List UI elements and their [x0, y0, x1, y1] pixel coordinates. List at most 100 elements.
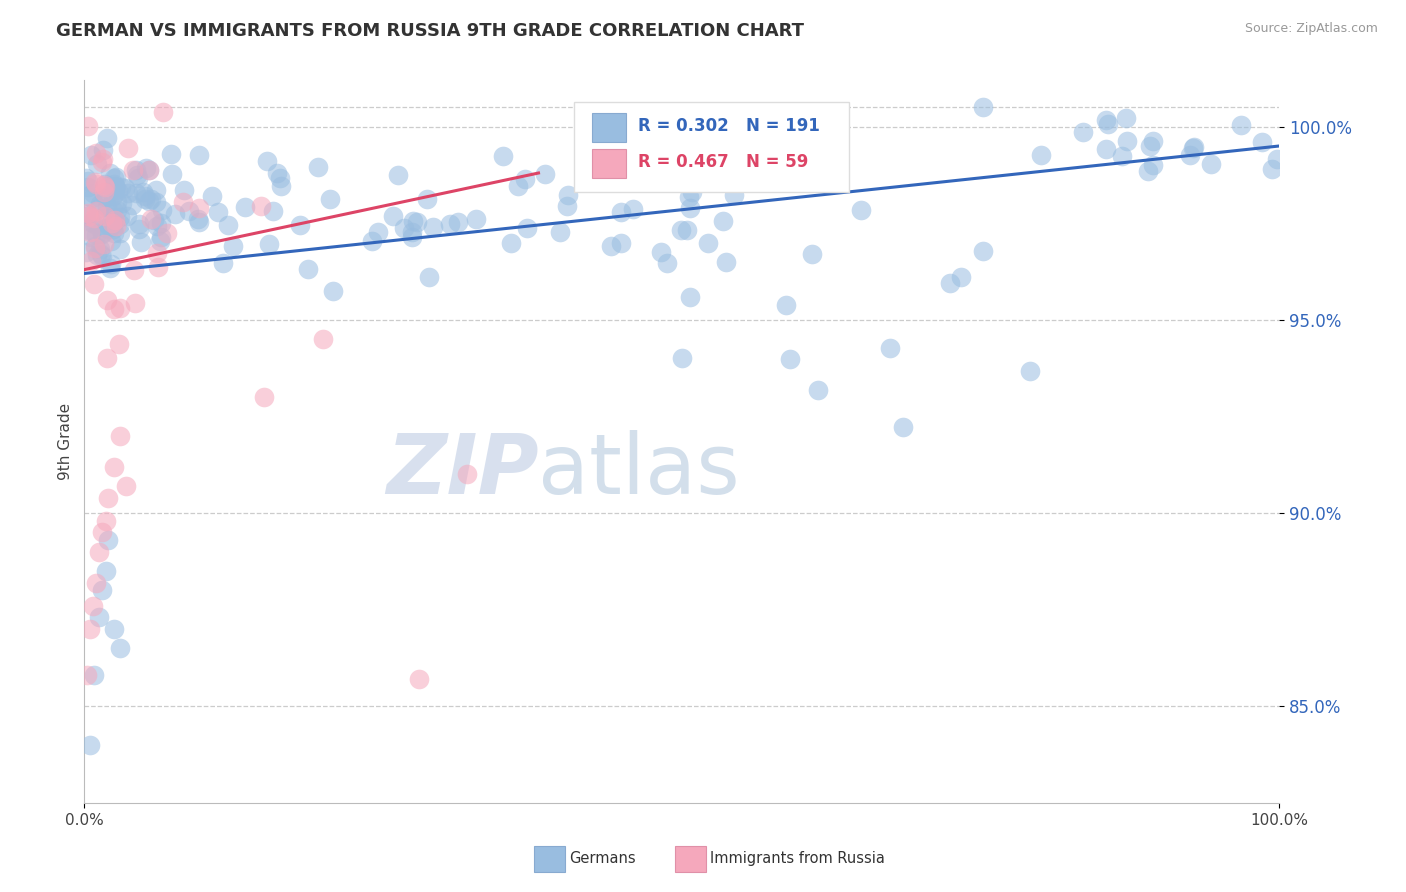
Point — [321, 285, 343, 299]
Point — [555, 199, 578, 213]
Point — [127, 168, 149, 182]
Point — [422, 220, 444, 235]
Point — [711, 214, 734, 228]
Point — [97, 491, 120, 505]
Point — [548, 225, 571, 239]
Point — [250, 199, 273, 213]
Point — [91, 143, 114, 157]
Point — [696, 235, 718, 250]
Text: Immigrants from Russia: Immigrants from Russia — [710, 852, 884, 866]
Point — [89, 196, 111, 211]
Point — [100, 234, 122, 248]
Point — [89, 242, 111, 256]
Point — [610, 236, 633, 251]
Point — [76, 209, 98, 223]
Point — [682, 185, 704, 199]
Point — [83, 211, 105, 226]
Point — [91, 226, 114, 240]
Point — [110, 429, 132, 443]
Point — [402, 214, 425, 228]
Point — [84, 175, 107, 189]
Point — [98, 261, 121, 276]
Point — [86, 248, 108, 262]
Text: Source: ZipAtlas.com: Source: ZipAtlas.com — [1244, 22, 1378, 36]
Point — [513, 172, 536, 186]
Point — [131, 235, 153, 250]
Point — [392, 221, 415, 235]
Point — [1136, 163, 1159, 178]
Point — [90, 247, 112, 261]
Point — [93, 185, 115, 199]
Point — [87, 610, 110, 624]
Point — [610, 205, 633, 219]
Text: R = 0.467   N = 59: R = 0.467 N = 59 — [638, 153, 808, 171]
Point — [257, 236, 280, 251]
Point — [416, 192, 439, 206]
Point — [75, 245, 97, 260]
Point — [775, 298, 797, 312]
Bar — [592, 112, 626, 142]
Point — [152, 105, 174, 120]
Point — [156, 227, 179, 241]
Point — [655, 256, 678, 270]
Point — [77, 210, 100, 224]
Point — [93, 152, 115, 166]
Point — [807, 383, 830, 397]
Point — [76, 119, 98, 133]
Point — [145, 219, 167, 233]
Point — [779, 352, 801, 367]
Point — [307, 160, 329, 174]
Point — [124, 263, 146, 277]
Text: atlas: atlas — [538, 430, 740, 511]
Point — [149, 234, 172, 248]
Point — [269, 171, 291, 186]
Point — [262, 204, 284, 219]
Point — [501, 236, 523, 251]
Point — [621, 202, 644, 216]
FancyBboxPatch shape — [575, 102, 849, 193]
Point — [1095, 113, 1118, 128]
Point — [94, 180, 117, 194]
Point — [145, 183, 167, 197]
Point — [83, 217, 105, 231]
Point — [1115, 134, 1137, 148]
Point — [207, 204, 229, 219]
Point — [1184, 140, 1206, 154]
Point — [972, 100, 994, 114]
Point — [125, 163, 148, 178]
Point — [94, 514, 117, 528]
Text: ZIP: ZIP — [385, 430, 538, 511]
Point — [101, 210, 124, 224]
Point — [108, 217, 131, 231]
Point — [115, 479, 138, 493]
Point — [117, 186, 139, 200]
Point — [75, 189, 97, 203]
Point — [94, 210, 117, 224]
Point — [104, 214, 127, 228]
Point — [91, 249, 114, 263]
Point — [101, 222, 124, 236]
Point — [163, 207, 186, 221]
Point — [104, 219, 127, 233]
Point — [599, 239, 621, 253]
Point — [87, 544, 110, 558]
Point — [401, 225, 423, 239]
Point — [464, 212, 486, 227]
Point — [972, 244, 994, 259]
Point — [1142, 134, 1164, 148]
Point — [201, 188, 224, 202]
Point — [134, 189, 156, 203]
Point — [77, 223, 100, 237]
Point — [98, 166, 121, 180]
Text: Germans: Germans — [569, 852, 636, 866]
Point — [79, 225, 101, 239]
Point — [91, 154, 114, 169]
Point — [949, 270, 972, 285]
Point — [801, 247, 824, 261]
Point — [103, 622, 125, 636]
Point — [91, 525, 114, 540]
Point — [97, 533, 120, 547]
Point — [96, 131, 118, 145]
Point — [1178, 148, 1201, 162]
Point — [93, 188, 115, 202]
